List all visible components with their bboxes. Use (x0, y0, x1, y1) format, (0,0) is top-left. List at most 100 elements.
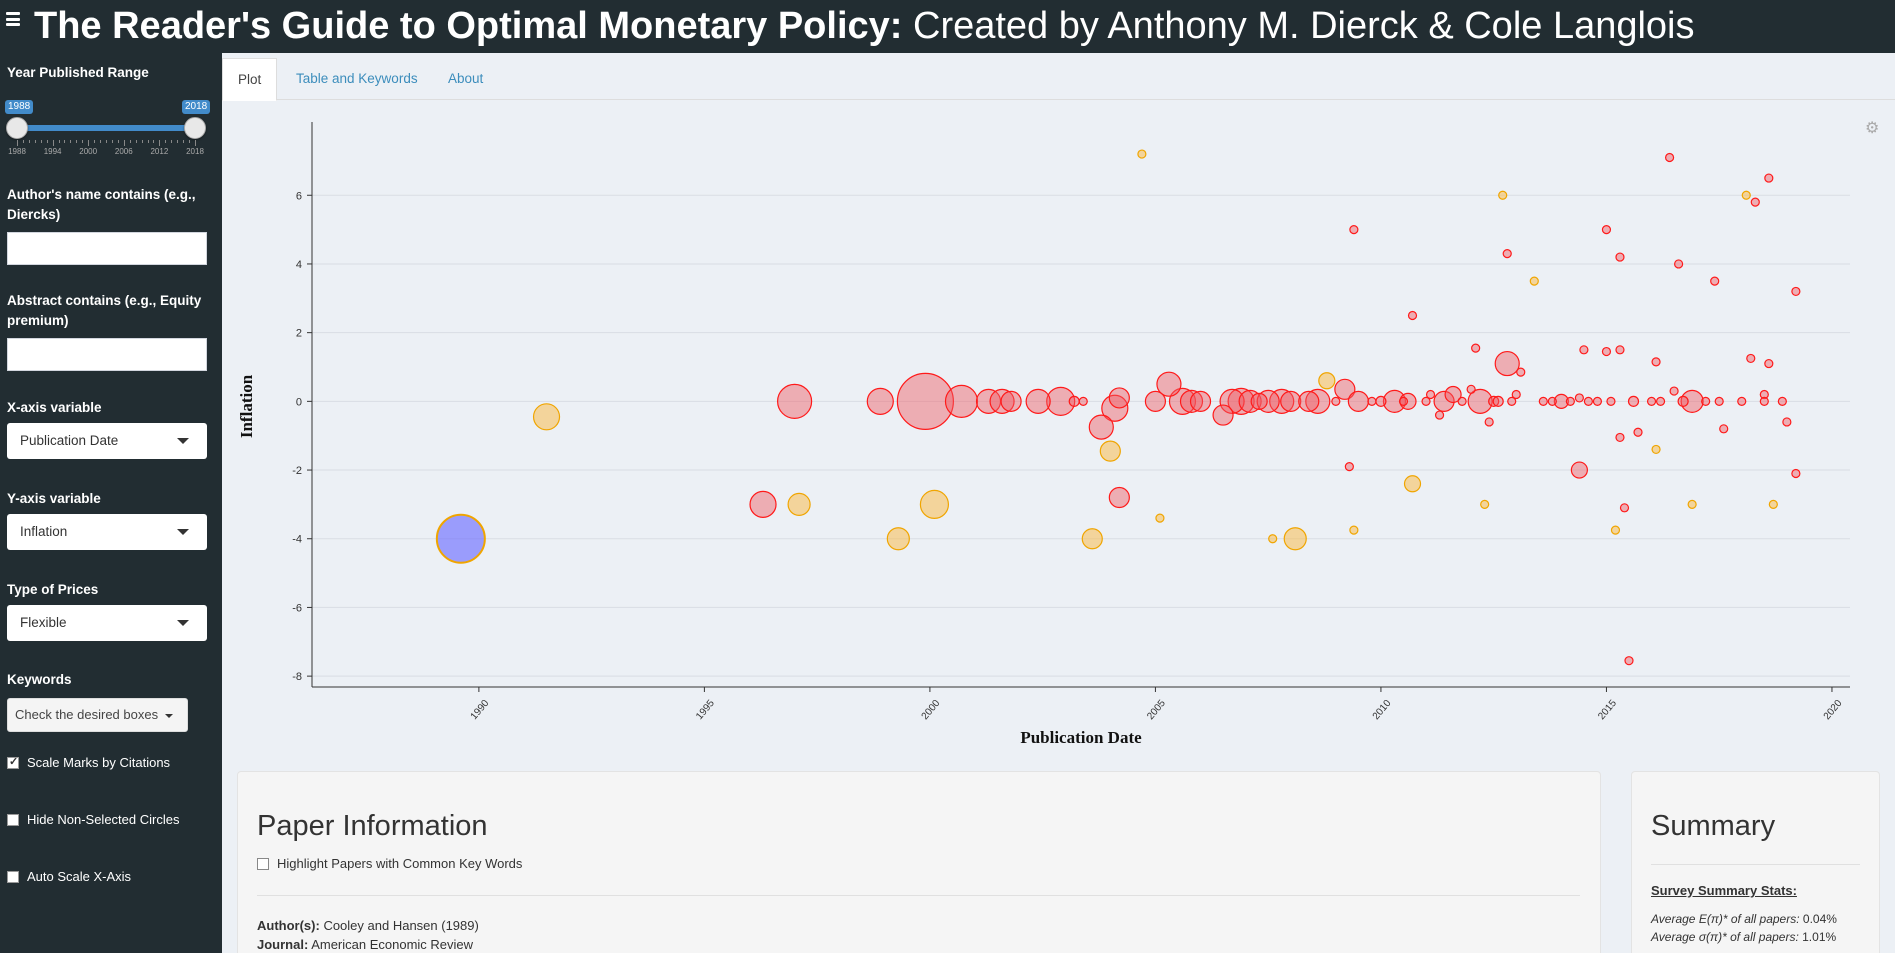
scale-marks-checkbox[interactable] (7, 755, 19, 769)
data-point (1137, 149, 1147, 159)
data-point (1615, 252, 1625, 262)
title-bold: The Reader's Guide to Optimal Monetary P… (34, 5, 903, 47)
divider (1651, 864, 1860, 865)
data-point (1466, 384, 1476, 394)
x-tick-label: 1995 (694, 698, 717, 722)
tab-plot[interactable]: Plot (222, 58, 278, 101)
auto-scale-checkbox[interactable] (7, 870, 19, 883)
highlight-row[interactable]: Highlight Papers with Common Key Words (257, 856, 522, 871)
chevron-down-icon (177, 620, 189, 626)
data-point (1579, 345, 1589, 355)
data-point (1144, 390, 1167, 412)
year-max-badge: 2018 (182, 100, 211, 114)
data-point (1791, 286, 1801, 297)
data-point (435, 513, 486, 564)
slider-minor-tick (40, 140, 42, 143)
gear-icon[interactable]: ⚙ (1865, 120, 1880, 137)
app-header: The Reader's Guide to Optimal Monetary P… (0, 0, 1895, 53)
year-max-handle[interactable] (184, 117, 206, 139)
hide-nonselected-row[interactable]: Hide Non-Selected Circles (7, 812, 179, 827)
data-point (1592, 396, 1603, 406)
data-point (1701, 396, 1711, 406)
data-point (1398, 396, 1409, 406)
journal-line: Journal: American Economic Review (257, 937, 473, 952)
slider-minor-tick (46, 140, 48, 143)
author-input[interactable] (7, 232, 207, 265)
abstract-label: Abstract contains (e.g., Equity premium) (7, 293, 202, 328)
slider-tick-label: 1994 (43, 147, 62, 156)
data-point (1768, 499, 1778, 509)
slider-minor-tick (123, 140, 125, 146)
prices-select[interactable]: Flexible (7, 605, 207, 641)
year-min-handle[interactable] (6, 117, 28, 139)
data-point (1574, 393, 1584, 403)
authors-value: Cooley and Hansen (1989) (319, 918, 479, 933)
hide-nonselected-checkbox[interactable] (7, 813, 19, 826)
summary-line-1-key: Average E(π)* of all papers: (1651, 912, 1800, 926)
title-rest: Created by Anthony M. Dierck & Cole Lang… (902, 5, 1695, 47)
data-point (1349, 225, 1359, 235)
prices-label: Type of Prices (7, 582, 99, 597)
caret-down-icon (165, 714, 173, 718)
data-point (1269, 388, 1295, 414)
tab-about[interactable]: About (448, 71, 484, 86)
summary-line-2: Average σ(π)* of all papers: 1.01% (1651, 930, 1836, 944)
menu-toggle-icon[interactable] (6, 12, 20, 26)
data-point (1669, 386, 1679, 396)
x-tick-label: 2020 (1822, 698, 1845, 722)
slider-minor-tick (94, 140, 96, 143)
highlight-checkbox[interactable] (257, 857, 269, 870)
x-tick-label: 2015 (1596, 698, 1619, 722)
data-point (1764, 358, 1774, 369)
slider-minor-tick (111, 140, 113, 143)
data-point (1674, 259, 1684, 269)
summary-line-1: Average E(π)* of all papers: 0.04% (1651, 912, 1837, 926)
paper-info-title: Paper Information (257, 810, 488, 842)
data-point (919, 489, 950, 519)
data-point (1619, 503, 1630, 513)
data-point (1238, 389, 1262, 413)
data-point (1484, 417, 1494, 427)
slider-tick-label: 2000 (79, 147, 98, 156)
y-axis-title: Inflation (237, 374, 256, 438)
slider-minor-tick (22, 140, 24, 143)
data-point (1000, 390, 1022, 412)
scale-marks-row[interactable]: Scale Marks by Citations (7, 755, 170, 770)
data-point (1305, 388, 1331, 414)
data-point (1227, 387, 1255, 415)
data-point (944, 384, 979, 418)
x-tick-label: 2000 (920, 698, 943, 722)
data-point (1101, 394, 1129, 422)
slider-minor-tick (28, 140, 30, 143)
highlight-label: Highlight Papers with Common Key Words (277, 856, 523, 871)
slider-minor-tick (147, 140, 149, 143)
x-tick-label: 2005 (1145, 698, 1168, 722)
data-point (1480, 499, 1490, 509)
y-axis-select[interactable]: Inflation (7, 514, 207, 550)
x-axis-select[interactable]: Publication Date (7, 423, 207, 459)
auto-scale-row[interactable]: Auto Scale X-Axis (7, 869, 131, 884)
year-slider-track[interactable] (17, 125, 195, 131)
data-point (1777, 396, 1787, 406)
data-point (1714, 396, 1724, 406)
chart-svg: -8 -6 -4 -2 0 2 4 6 1990 1995 2000 2005 2010 2015 2020… (237, 122, 1850, 747)
tab-bar: Plot Table and Keywords About (222, 58, 1895, 101)
scatter-chart: -8 -6 -4 -2 0 2 4 6 1990 1995 2000 2005 2010 2015 2020… (222, 100, 1895, 760)
keywords-dropdown[interactable]: Check the desired boxes (7, 698, 188, 732)
data-point (1601, 225, 1612, 235)
data-point (1168, 387, 1197, 415)
chevron-down-icon (177, 529, 189, 535)
data-point (1421, 396, 1431, 406)
data-point (1280, 390, 1302, 412)
x-axis-label: X-axis variable (7, 400, 102, 415)
data-point (1610, 525, 1621, 535)
data-point (1624, 656, 1634, 666)
data-point (532, 403, 561, 431)
data-point (1382, 389, 1407, 413)
author-label: Author's name contains (e.g., Diercks) (7, 187, 196, 222)
tab-table-keywords[interactable]: Table and Keywords (296, 71, 418, 86)
data-point (1494, 350, 1520, 377)
abstract-input[interactable] (7, 338, 207, 371)
data-point (1710, 276, 1720, 286)
data-point (1108, 387, 1130, 409)
